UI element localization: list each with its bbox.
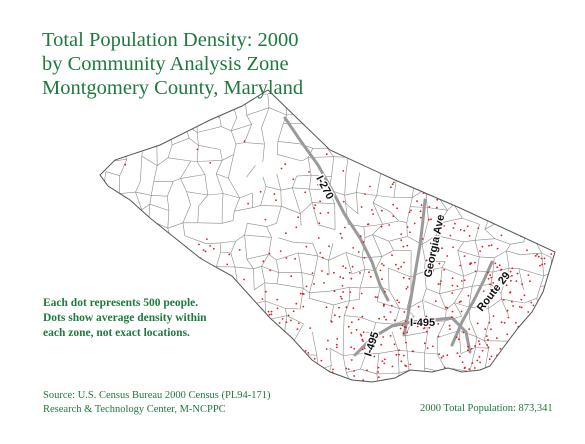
county-boundary — [99, 89, 556, 383]
map-title-line-2: by Community Analysis Zone — [42, 53, 289, 75]
map-title-line-3: Montgomery County, Maryland — [42, 77, 304, 99]
legend-note-line-2: Dots show average density within — [43, 312, 207, 324]
source-credit-line-2: Research & Technology Center, M-NCPPC — [43, 404, 226, 415]
road-i495 — [353, 316, 472, 357]
map-title-line-1: Total Population Density: 2000 — [42, 29, 299, 51]
source-credit-line-1: Source: U.S. Census Bureau 2000 Census (… — [43, 390, 271, 401]
road-georgia-ave — [402, 198, 427, 337]
label-georgia-ave: Georgia Ave — [422, 214, 447, 279]
road-route-29 — [450, 260, 494, 347]
legend-note-line-1: Each dot represents 500 people. — [43, 297, 199, 309]
total-population: 2000 Total Population: 873,341 — [420, 403, 553, 414]
label-i495-east: I-495 — [410, 317, 435, 329]
label-i270: I-270 — [313, 174, 335, 202]
road-i270 — [283, 116, 390, 302]
major-roads — [283, 116, 494, 357]
label-route-29: Route 29 — [475, 270, 513, 314]
legend-note-line-3: each zone, not exact locations. — [43, 327, 190, 339]
analysis-zone-boundaries — [100, 90, 555, 382]
